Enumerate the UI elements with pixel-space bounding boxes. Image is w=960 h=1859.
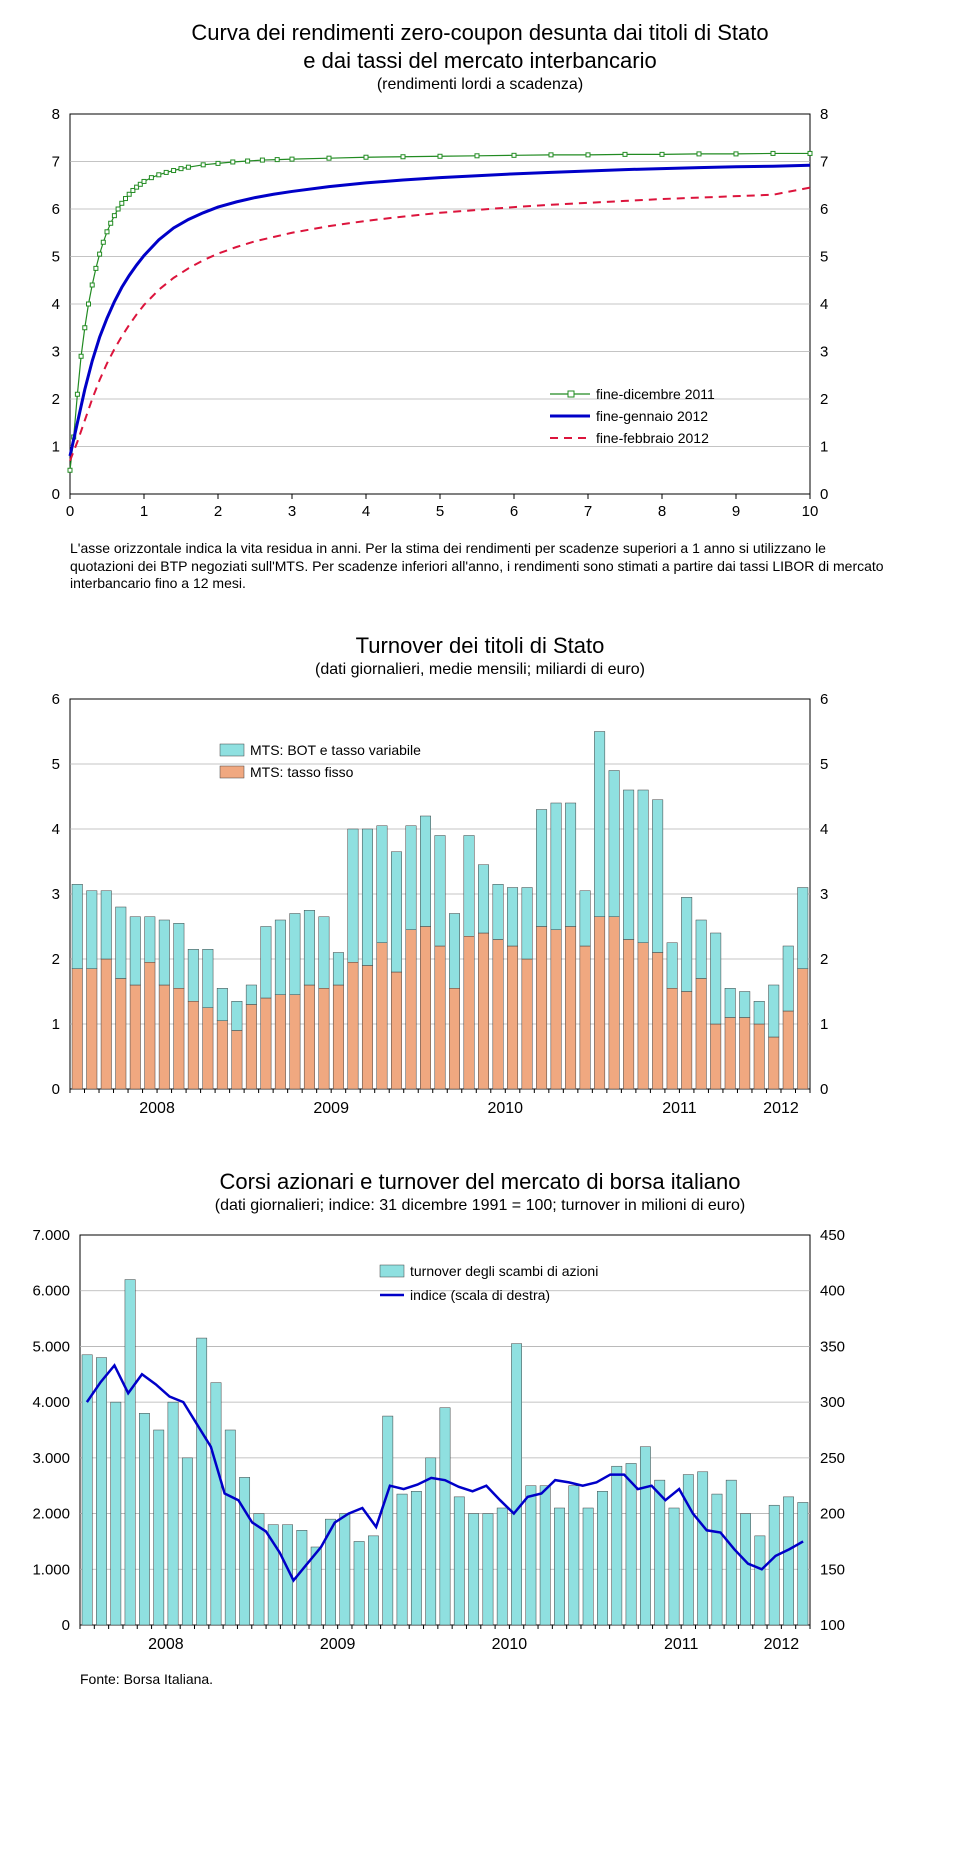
- svg-text:3: 3: [820, 886, 828, 903]
- svg-text:4: 4: [820, 296, 828, 313]
- svg-text:2009: 2009: [313, 1100, 349, 1117]
- svg-text:0: 0: [820, 1081, 828, 1098]
- svg-text:2012: 2012: [764, 1636, 800, 1653]
- svg-text:2: 2: [820, 951, 828, 968]
- svg-text:5: 5: [52, 249, 60, 266]
- chart3-source: Fonte: Borsa Italiana.: [80, 1671, 940, 1687]
- svg-text:MTS: BOT e tasso variabile: MTS: BOT e tasso variabile: [250, 742, 421, 758]
- svg-text:turnover degli scambi di azion: turnover degli scambi di azioni: [410, 1263, 598, 1279]
- svg-text:6: 6: [820, 201, 828, 218]
- svg-text:300: 300: [820, 1394, 845, 1411]
- svg-text:6: 6: [510, 503, 518, 520]
- svg-text:6.000: 6.000: [32, 1282, 70, 1299]
- svg-text:1: 1: [52, 439, 60, 456]
- svg-text:8: 8: [52, 106, 60, 123]
- svg-text:4.000: 4.000: [32, 1394, 70, 1411]
- svg-text:7.000: 7.000: [32, 1227, 70, 1244]
- svg-text:100: 100: [820, 1617, 845, 1634]
- svg-text:4: 4: [820, 821, 828, 838]
- equity-turnover-chart: Corsi azionari e turnover del mercato di…: [20, 1169, 940, 1687]
- svg-text:0: 0: [52, 1081, 60, 1098]
- chart3-title: Corsi azionari e turnover del mercato di…: [20, 1169, 940, 1195]
- svg-text:1: 1: [820, 1016, 828, 1033]
- svg-text:450: 450: [820, 1227, 845, 1244]
- chart1-title-line2: e dai tassi del mercato interbancario: [20, 48, 940, 74]
- svg-text:0: 0: [820, 486, 828, 503]
- svg-text:2: 2: [52, 951, 60, 968]
- svg-text:1.000: 1.000: [32, 1561, 70, 1578]
- svg-text:6: 6: [820, 691, 828, 708]
- turnover-bonds-chart: Turnover dei titoli di Stato (dati giorn…: [20, 633, 940, 1129]
- svg-text:7: 7: [52, 154, 60, 171]
- svg-text:2010: 2010: [487, 1100, 523, 1117]
- svg-text:2: 2: [52, 391, 60, 408]
- svg-text:1: 1: [140, 503, 148, 520]
- chart1-title-line1: Curva dei rendimenti zero-coupon desunta…: [20, 20, 940, 46]
- yield-curve-chart: Curva dei rendimenti zero-coupon desunta…: [20, 20, 940, 593]
- svg-text:2: 2: [214, 503, 222, 520]
- svg-text:8: 8: [820, 106, 828, 123]
- svg-text:5: 5: [820, 249, 828, 266]
- svg-text:10: 10: [802, 503, 819, 520]
- chart3-plot: 0 1.000 2.000 3.000 4.000 5.000 6.000 7.000 100 1…: [20, 1225, 860, 1665]
- svg-text:fine-dicembre 2011: fine-dicembre 2011: [596, 386, 715, 402]
- svg-text:7: 7: [820, 154, 828, 171]
- svg-text:3.000: 3.000: [32, 1449, 70, 1466]
- svg-text:400: 400: [820, 1282, 845, 1299]
- chart2-subtitle: (dati giornalieri, medie mensili; miliar…: [20, 661, 940, 679]
- svg-text:2011: 2011: [662, 1100, 697, 1117]
- chart2-title: Turnover dei titoli di Stato: [20, 633, 940, 659]
- svg-text:1: 1: [820, 439, 828, 456]
- svg-text:5: 5: [820, 756, 828, 773]
- chart2-plot: 0 0 1 1 2 2 3 3 4 4 5 5 6 6 2008 2009 2010 2011 2012 MTS: B…: [20, 689, 860, 1129]
- svg-text:fine-febbraio 2012: fine-febbraio 2012: [596, 430, 709, 446]
- svg-text:6: 6: [52, 691, 60, 708]
- chart1-subtitle: (rendimenti lordi a scadenza): [20, 76, 940, 94]
- svg-text:2008: 2008: [148, 1636, 184, 1653]
- svg-text:2.000: 2.000: [32, 1505, 70, 1522]
- svg-text:3: 3: [52, 886, 60, 903]
- svg-text:2008: 2008: [139, 1100, 175, 1117]
- svg-text:9: 9: [732, 503, 740, 520]
- svg-text:0: 0: [66, 503, 74, 520]
- svg-text:200: 200: [820, 1505, 845, 1522]
- svg-text:3: 3: [52, 344, 60, 361]
- svg-text:6: 6: [52, 201, 60, 218]
- chart3-subtitle: (dati giornalieri; indice: 31 dicembre 1…: [20, 1197, 940, 1215]
- svg-text:2010: 2010: [492, 1636, 528, 1653]
- svg-text:150: 150: [820, 1561, 845, 1578]
- svg-text:5.000: 5.000: [32, 1338, 70, 1355]
- svg-text:fine-gennaio 2012: fine-gennaio 2012: [596, 408, 708, 424]
- svg-text:2011: 2011: [664, 1636, 699, 1653]
- chart1-footnote: L'asse orizzontale indica la vita residu…: [70, 540, 890, 593]
- svg-text:250: 250: [820, 1449, 845, 1466]
- svg-text:4: 4: [362, 503, 370, 520]
- svg-text:5: 5: [52, 756, 60, 773]
- svg-text:MTS: tasso fisso: MTS: tasso fisso: [250, 764, 354, 780]
- svg-text:3: 3: [288, 503, 296, 520]
- svg-text:1: 1: [52, 1016, 60, 1033]
- svg-text:0: 0: [62, 1617, 70, 1634]
- svg-text:350: 350: [820, 1338, 845, 1355]
- svg-text:2012: 2012: [763, 1100, 799, 1117]
- svg-text:3: 3: [820, 344, 828, 361]
- svg-text:7: 7: [584, 503, 592, 520]
- chart1-plot: 001122334455667788012345678910fine-dicem…: [20, 104, 860, 534]
- svg-text:indice (scala di destra): indice (scala di destra): [410, 1287, 550, 1303]
- svg-text:4: 4: [52, 821, 60, 838]
- svg-text:0: 0: [52, 486, 60, 503]
- svg-text:2009: 2009: [320, 1636, 356, 1653]
- svg-text:4: 4: [52, 296, 60, 313]
- svg-text:2: 2: [820, 391, 828, 408]
- svg-text:8: 8: [658, 503, 666, 520]
- svg-text:5: 5: [436, 503, 444, 520]
